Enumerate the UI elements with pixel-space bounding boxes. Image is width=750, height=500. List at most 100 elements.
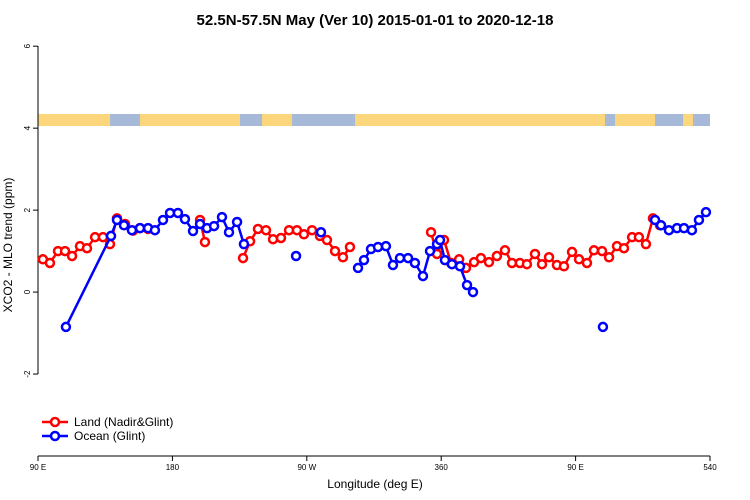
data-point bbox=[298, 229, 310, 240]
data-point bbox=[491, 250, 503, 262]
data-point bbox=[315, 226, 327, 238]
data-point bbox=[588, 245, 600, 256]
data-point bbox=[60, 321, 72, 333]
x-tick-label: 180 bbox=[166, 463, 180, 472]
data-point bbox=[231, 216, 243, 228]
data-point bbox=[321, 234, 333, 246]
data-point bbox=[118, 220, 130, 231]
data-point bbox=[618, 242, 630, 254]
data-point bbox=[640, 238, 652, 250]
data-point bbox=[521, 258, 533, 270]
data-point bbox=[44, 257, 56, 269]
data-point bbox=[693, 214, 705, 226]
data-point bbox=[126, 224, 138, 236]
data-point bbox=[467, 286, 479, 298]
series-line bbox=[64, 211, 707, 328]
data-point bbox=[558, 261, 570, 272]
data-point bbox=[275, 232, 287, 244]
data-point bbox=[663, 224, 675, 236]
data-point bbox=[179, 213, 191, 225]
legend-marker bbox=[49, 416, 61, 428]
data-point bbox=[352, 262, 364, 274]
legend-label: Land (Nadir&Glint) bbox=[74, 415, 173, 429]
data-point bbox=[252, 223, 264, 235]
legend-marker bbox=[49, 430, 61, 442]
data-point bbox=[566, 246, 578, 258]
data-point bbox=[686, 224, 698, 236]
data-point bbox=[394, 252, 406, 264]
data-point bbox=[111, 214, 123, 226]
data-point bbox=[655, 220, 667, 231]
data-point bbox=[223, 226, 235, 238]
data-point bbox=[573, 254, 585, 265]
y-tick-label: 2 bbox=[23, 207, 32, 212]
data-point bbox=[529, 248, 541, 260]
data-point bbox=[216, 211, 228, 223]
land-ocean-strip bbox=[38, 114, 710, 126]
data-point bbox=[260, 224, 272, 236]
data-point bbox=[380, 240, 392, 252]
data-point bbox=[208, 220, 220, 232]
y-tick-label: 6 bbox=[23, 43, 32, 48]
strip-land bbox=[355, 114, 605, 126]
strip-land bbox=[38, 114, 110, 126]
y-tick-label: -2 bbox=[23, 370, 32, 378]
data-point bbox=[157, 214, 169, 226]
data-point bbox=[306, 224, 318, 236]
data-point bbox=[425, 226, 437, 238]
chart-title: 52.5N-57.5N May (Ver 10) 2015-01-01 to 2… bbox=[197, 12, 554, 29]
data-point bbox=[596, 245, 608, 257]
data-point bbox=[237, 252, 249, 264]
data-point bbox=[424, 245, 436, 257]
x-tick-label: 540 bbox=[703, 463, 717, 472]
y-axis-label: XCO2 - MLO trend (ppm) bbox=[1, 178, 15, 313]
data-point bbox=[290, 250, 302, 262]
data-point bbox=[329, 245, 341, 257]
x-tick-label: 90 W bbox=[297, 463, 316, 472]
data-point bbox=[446, 258, 458, 270]
data-point bbox=[172, 207, 184, 219]
data-point bbox=[475, 252, 487, 264]
data-point bbox=[454, 261, 466, 272]
data-point bbox=[344, 241, 356, 253]
data-point bbox=[543, 251, 555, 263]
data-point bbox=[134, 222, 146, 234]
data-point bbox=[483, 256, 495, 268]
data-point bbox=[66, 250, 78, 262]
data-point bbox=[81, 242, 93, 254]
data-point bbox=[633, 231, 645, 243]
strip-land bbox=[615, 114, 655, 126]
data-point bbox=[434, 234, 446, 246]
plot-area bbox=[37, 206, 712, 333]
data-point bbox=[581, 257, 593, 269]
data-point bbox=[536, 258, 548, 270]
data-point bbox=[267, 233, 279, 245]
data-point bbox=[597, 321, 609, 333]
data-point bbox=[461, 279, 473, 291]
data-point bbox=[499, 245, 511, 256]
data-point bbox=[199, 236, 211, 248]
x-tick-label: 360 bbox=[435, 463, 449, 472]
strip-land bbox=[683, 114, 693, 126]
data-point bbox=[238, 238, 250, 250]
strip-land bbox=[140, 114, 240, 126]
x-tick-label: 90 E bbox=[567, 463, 583, 472]
data-point bbox=[337, 251, 349, 263]
data-point bbox=[105, 230, 117, 242]
strip-land bbox=[262, 114, 292, 126]
x-tick-label: 90 E bbox=[30, 463, 46, 472]
data-point bbox=[402, 252, 414, 264]
x-axis-label: Longitude (deg E) bbox=[327, 477, 422, 491]
data-point bbox=[358, 254, 370, 266]
legend-label: Ocean (Glint) bbox=[74, 429, 145, 443]
data-point bbox=[149, 224, 161, 236]
data-point bbox=[409, 257, 421, 269]
data-point bbox=[187, 225, 199, 237]
data-point bbox=[603, 251, 615, 263]
data-point bbox=[417, 270, 429, 282]
y-tick-label: 4 bbox=[23, 125, 32, 130]
data-point bbox=[97, 231, 109, 243]
data-point bbox=[387, 259, 399, 271]
y-tick-label: 0 bbox=[23, 289, 32, 294]
